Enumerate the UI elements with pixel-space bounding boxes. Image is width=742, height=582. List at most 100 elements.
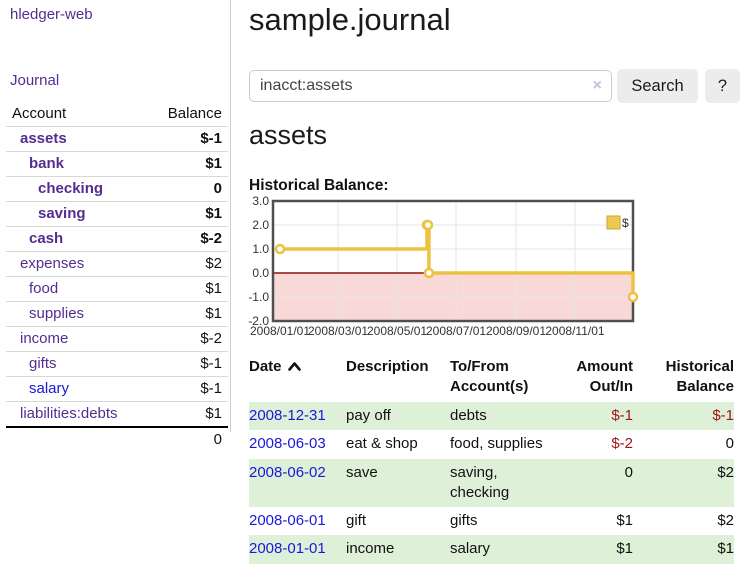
- account-row: income $-2: [6, 326, 228, 352]
- account-cell: income: [6, 327, 150, 352]
- txn-date-link[interactable]: 2008-06-02: [249, 463, 326, 481]
- data-point-marker: [422, 219, 434, 231]
- historical-balance-chart: $3.0 2.0 1.0 0.0 -1.0 -2.0 2008/01/01 2008/03/0…: [243, 194, 723, 347]
- txn-date-cell: 2008-01-01: [249, 535, 346, 563]
- y-tick-label: 0.0: [252, 266, 269, 280]
- account-cell: supplies: [6, 302, 150, 327]
- account-link-food[interactable]: food: [29, 280, 59, 297]
- account-row: cash $-2: [6, 226, 228, 252]
- x-tick-label: 2008/05/01: [367, 324, 427, 338]
- sidebar-item-journal[interactable]: Journal: [10, 72, 60, 89]
- account-link-assets[interactable]: assets: [20, 130, 67, 147]
- txn-description: gift: [346, 512, 367, 529]
- account-link-income[interactable]: income: [20, 330, 69, 347]
- main-content: sample.journal × Search ? assets Histori…: [248, 0, 742, 582]
- account-balance: $-1: [200, 355, 222, 372]
- txn-amount: $1: [616, 512, 633, 529]
- search-button[interactable]: Search: [617, 69, 698, 103]
- y-tick-label: 2.0: [252, 218, 269, 232]
- account-row: food $1: [6, 276, 228, 302]
- account-row: supplies $1: [6, 301, 228, 327]
- account-balance: $1: [205, 305, 222, 322]
- accounts-col-account: Account: [12, 105, 67, 122]
- register-row: 2008-06-01 gift gifts $1 $2: [249, 507, 734, 535]
- txn-description: eat & shop: [346, 435, 418, 453]
- account-link-checking[interactable]: checking: [38, 180, 104, 197]
- txn-date-cell: 2008-06-03: [249, 430, 346, 458]
- account-balance: $-2: [200, 230, 222, 247]
- account-cell: cash: [6, 227, 150, 252]
- data-point-marker: [423, 267, 435, 279]
- register-table: Date Description To/From Account(s) Amou…: [249, 355, 734, 564]
- y-tick-label: 1.0: [252, 242, 269, 256]
- x-tick-label: 2008/01/01: [250, 324, 310, 338]
- account-row: bank $1: [6, 151, 228, 177]
- txn-historical-balance: $1: [717, 540, 734, 558]
- account-balance: $2: [205, 255, 222, 272]
- col-date-sortable[interactable]: Date: [249, 355, 346, 402]
- account-row: checking 0: [6, 176, 228, 202]
- txn-date-link[interactable]: 2008-01-01: [249, 540, 326, 558]
- chart-canvas: $3.0 2.0 1.0 0.0 -1.0 -2.02008/01/012008/03/0…: [248, 194, 639, 338]
- account-heading: assets: [249, 120, 328, 150]
- account-cell: expenses: [6, 252, 150, 277]
- account-link-saving[interactable]: saving: [38, 205, 86, 222]
- sidebar-divider: [230, 0, 231, 432]
- x-tick-label: 2008/11/01: [545, 324, 604, 338]
- account-row: assets $-1: [6, 126, 228, 152]
- txn-accounts: salary: [450, 540, 491, 558]
- txn-accounts: debts: [450, 407, 487, 424]
- txn-date-cell: 2008-12-31: [249, 402, 346, 430]
- col-description: Description: [346, 358, 429, 375]
- y-tick-label: -2.0: [248, 314, 269, 328]
- account-cell: liabilities:debts: [6, 402, 150, 428]
- search-form: × Search ?: [249, 69, 742, 105]
- page-title: sample.journal: [249, 2, 451, 37]
- search-input[interactable]: [249, 70, 612, 102]
- txn-date-link[interactable]: 2008-06-03: [249, 435, 326, 453]
- account-row: gifts $-1: [6, 351, 228, 377]
- y-tick-label: 3.0: [252, 195, 269, 208]
- x-tick-label: 2008/07/01: [426, 324, 486, 338]
- register-header-row: Date Description To/From Account(s) Amou…: [249, 355, 734, 402]
- account-balance: $-1: [200, 130, 222, 147]
- accounts-header-row: Account Balance: [6, 102, 228, 127]
- account-link-cash[interactable]: cash: [29, 230, 64, 247]
- data-point-marker: [627, 291, 639, 303]
- account-link-salary[interactable]: salary: [29, 380, 70, 397]
- txn-historical-balance: 0: [725, 435, 734, 453]
- account-cell: bank: [6, 152, 150, 177]
- txn-amount: 0: [624, 463, 633, 481]
- txn-description: pay off: [346, 407, 391, 424]
- x-tick-label: 2008/03/01: [308, 324, 368, 338]
- clear-search-icon[interactable]: ×: [592, 77, 602, 94]
- col-accounts: To/From Account(s): [450, 358, 529, 395]
- account-link-liabilities:debts[interactable]: liabilities:debts: [20, 405, 118, 422]
- account-link-bank[interactable]: bank: [29, 155, 65, 172]
- data-point-marker: [274, 243, 286, 255]
- txn-amount: $1: [616, 540, 633, 558]
- brand-link[interactable]: hledger-web: [10, 6, 93, 23]
- accounts-total-value: 0: [213, 431, 222, 448]
- account-link-supplies[interactable]: supplies: [29, 305, 85, 322]
- account-balance: $1: [205, 280, 222, 297]
- account-balance: $-2: [200, 330, 222, 347]
- sort-ascending-icon: [287, 362, 301, 371]
- account-link-expenses[interactable]: expenses: [20, 255, 85, 272]
- x-tick-label: 2008/09/01: [486, 324, 546, 338]
- txn-historical-balance: $2: [717, 512, 734, 529]
- register-row: 2008-06-02 save saving, checking 0 $2: [249, 458, 734, 508]
- account-row: expenses $2: [6, 251, 228, 277]
- txn-date-link[interactable]: 2008-12-31: [249, 407, 326, 424]
- account-balance: $1: [205, 155, 222, 172]
- account-link-gifts[interactable]: gifts: [29, 355, 57, 372]
- accounts-col-balance: Balance: [167, 105, 222, 122]
- legend-label: $: [622, 216, 629, 230]
- plot-border: [271, 199, 635, 323]
- account-balance: $-1: [200, 380, 222, 397]
- help-button[interactable]: ?: [705, 69, 740, 103]
- txn-date-link[interactable]: 2008-06-01: [249, 512, 326, 529]
- account-cell: gifts: [6, 352, 150, 377]
- account-balance: 0: [213, 180, 222, 197]
- txn-date-cell: 2008-06-02: [249, 459, 346, 508]
